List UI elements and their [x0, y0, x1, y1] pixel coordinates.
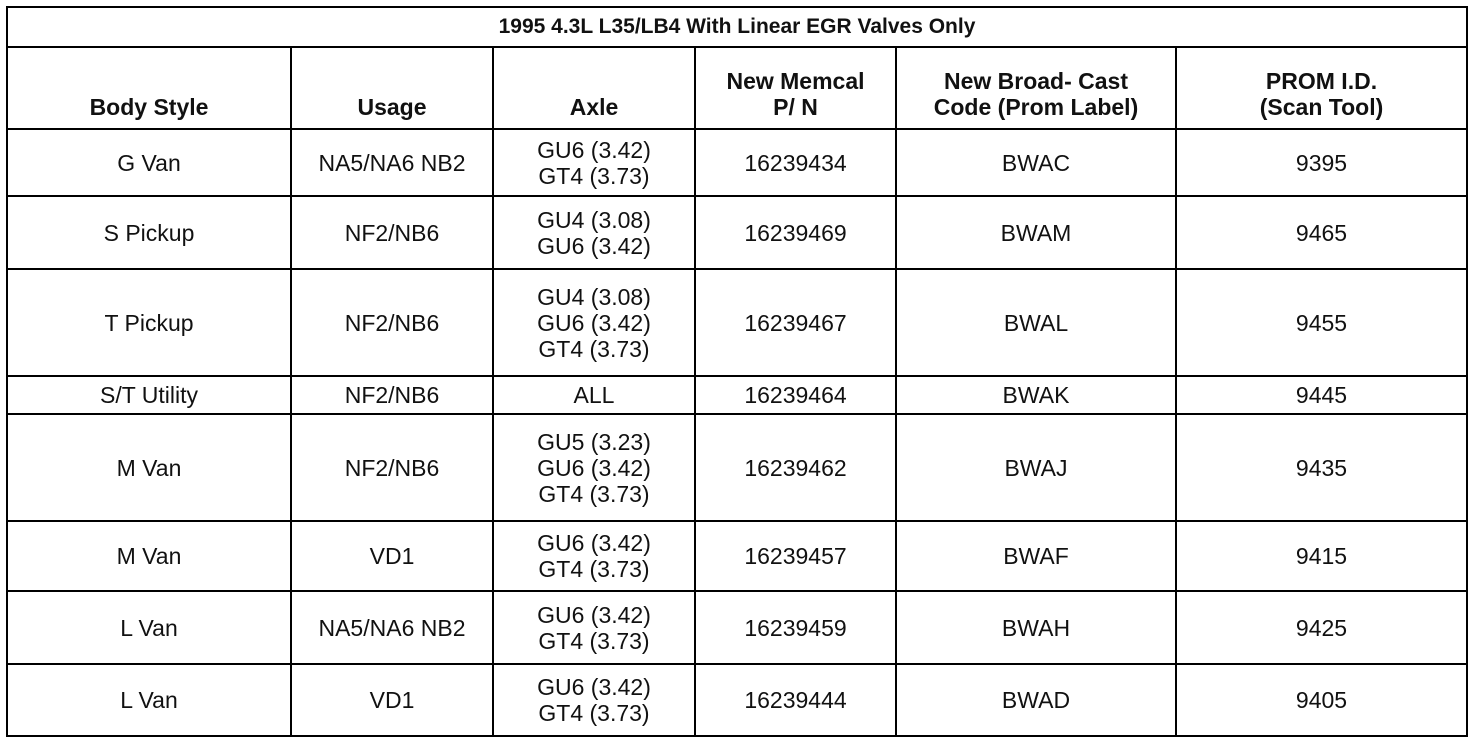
- table-title: 1995 4.3L L35/LB4 With Linear EGR Valves…: [5, 6, 1469, 48]
- column-header: New Memcal P/ N: [694, 46, 897, 130]
- cell-line: GU6 (3.42): [537, 601, 651, 628]
- column-header: Axle: [492, 46, 696, 130]
- cell: BWAJ: [895, 413, 1177, 522]
- cell: 9405: [1174, 663, 1469, 737]
- cell: BWAC: [895, 128, 1177, 197]
- cell: NF2/NB6: [290, 413, 494, 522]
- cell-line: GT4 (3.73): [538, 700, 650, 726]
- cell: ALL: [492, 375, 696, 415]
- cell: GU6 (3.42) GT4 (3.73): [492, 128, 696, 197]
- data-row: L Van VD1 GU6 (3.42) GT4 (3.73) 16239444 BWAD…: [6, 663, 1469, 737]
- cell: VD1: [290, 663, 494, 737]
- cell: GU6 (3.42) GT4 (3.73): [492, 520, 696, 592]
- data-row: G Van NA5/NA6 NB2 GU6 (3.42) GT4 (3.73) 1623…: [6, 128, 1469, 197]
- cell-line: GU5 (3.23): [537, 428, 651, 455]
- column-header: Body Style: [6, 46, 292, 130]
- cell-line: GT4 (3.73): [538, 162, 650, 189]
- cell-line: GU6 (3.42): [537, 232, 651, 259]
- cell: 16239467: [694, 268, 897, 377]
- cell: 16239462: [694, 413, 897, 522]
- cell: L Van: [6, 663, 292, 737]
- cell: 16239444: [694, 663, 897, 737]
- cell-line: GT4 (3.73): [538, 556, 650, 582]
- cell-line: GU6 (3.42): [537, 674, 651, 700]
- cell: 16239459: [694, 590, 897, 665]
- data-row: S/T Utility NF2/NB6 ALL 16239464 BWAK 9445: [6, 375, 1469, 415]
- cell-line: GU6 (3.42): [537, 454, 651, 481]
- cell: GU5 (3.23) GU6 (3.42) GT4 (3.73): [492, 413, 696, 522]
- cell: 16239469: [694, 195, 897, 270]
- header-row: Body Style Usage Axle New Memcal P/ N New Bro…: [6, 46, 1469, 130]
- cell: NF2/NB6: [290, 268, 494, 377]
- header-line: PROM I.D.: [1265, 68, 1378, 94]
- header-line: Axle: [569, 94, 619, 120]
- cell: 9435: [1174, 413, 1469, 522]
- cell: 9465: [1174, 195, 1469, 270]
- header-line: (Scan Tool): [1259, 94, 1384, 120]
- cell: 16239434: [694, 128, 897, 197]
- cell-line: GU6 (3.42): [537, 309, 651, 336]
- title-row: 1995 4.3L L35/LB4 With Linear EGR Valves…: [5, 6, 1469, 48]
- cell-line: GU4 (3.08): [537, 283, 651, 310]
- cell: M Van: [6, 520, 292, 592]
- header-line: Usage: [357, 94, 427, 120]
- cell: NF2/NB6: [290, 375, 494, 415]
- cell: BWAH: [895, 590, 1177, 665]
- column-header: Usage: [290, 46, 494, 130]
- column-header: New Broad- Cast Code (Prom Label): [895, 46, 1177, 130]
- cell: 9455: [1174, 268, 1469, 377]
- cell: BWAL: [895, 268, 1177, 377]
- cell-line: GT4 (3.73): [538, 335, 650, 362]
- cell: 16239464: [694, 375, 897, 415]
- cell: GU6 (3.42) GT4 (3.73): [492, 590, 696, 665]
- cell: NA5/NA6 NB2: [290, 590, 494, 665]
- data-row: L Van NA5/NA6 NB2 GU6 (3.42) GT4 (3.73) 1623…: [6, 590, 1469, 665]
- header-line: Body Style: [89, 94, 209, 120]
- cell-line: GT4 (3.73): [538, 480, 650, 507]
- cell: VD1: [290, 520, 494, 592]
- cell: G Van: [6, 128, 292, 197]
- cell: BWAK: [895, 375, 1177, 415]
- cell: NF2/NB6: [290, 195, 494, 270]
- cell: 9415: [1174, 520, 1469, 592]
- header-line: New Memcal: [726, 68, 865, 94]
- header-line: P/ N: [773, 94, 818, 120]
- cell: BWAM: [895, 195, 1177, 270]
- data-row: M Van NF2/NB6 GU5 (3.23) GU6 (3.42) GT4 (3.7…: [6, 413, 1469, 522]
- header-line: New Broad- Cast: [943, 68, 1129, 94]
- cell: GU4 (3.08) GU6 (3.42) GT4 (3.73): [492, 268, 696, 377]
- prom-table: 1995 4.3L L35/LB4 With Linear EGR Valves…: [5, 6, 1469, 737]
- cell: 9395: [1174, 128, 1469, 197]
- cell: NA5/NA6 NB2: [290, 128, 494, 197]
- cell: 9425: [1174, 590, 1469, 665]
- cell-line: GU6 (3.42): [537, 136, 651, 163]
- cell: M Van: [6, 413, 292, 522]
- cell: GU6 (3.42) GT4 (3.73): [492, 663, 696, 737]
- cell: L Van: [6, 590, 292, 665]
- cell: BWAD: [895, 663, 1177, 737]
- cell: GU4 (3.08) GU6 (3.42): [492, 195, 696, 270]
- column-header: PROM I.D. (Scan Tool): [1174, 46, 1469, 130]
- cell: S/T Utility: [6, 375, 292, 415]
- data-row: T Pickup NF2/NB6 GU4 (3.08) GU6 (3.42) GT4 (…: [6, 268, 1469, 377]
- cell-line: GU4 (3.08): [537, 206, 651, 233]
- cell: BWAF: [895, 520, 1177, 592]
- table-body: 1995 4.3L L35/LB4 With Linear EGR Valves…: [5, 6, 1469, 737]
- data-row: S Pickup NF2/NB6 GU4 (3.08) GU6 (3.42) 16239…: [6, 195, 1469, 270]
- header-line: Code (Prom Label): [933, 94, 1139, 120]
- cell: T Pickup: [6, 268, 292, 377]
- cell: 16239457: [694, 520, 897, 592]
- cell: S Pickup: [6, 195, 292, 270]
- cell-line: GT4 (3.73): [538, 627, 650, 654]
- cell-line: GU6 (3.42): [537, 530, 651, 556]
- cell: 9445: [1174, 375, 1469, 415]
- cell-line: ALL: [573, 382, 615, 408]
- data-row: M Van VD1 GU6 (3.42) GT4 (3.73) 16239457 BWAF…: [6, 520, 1469, 592]
